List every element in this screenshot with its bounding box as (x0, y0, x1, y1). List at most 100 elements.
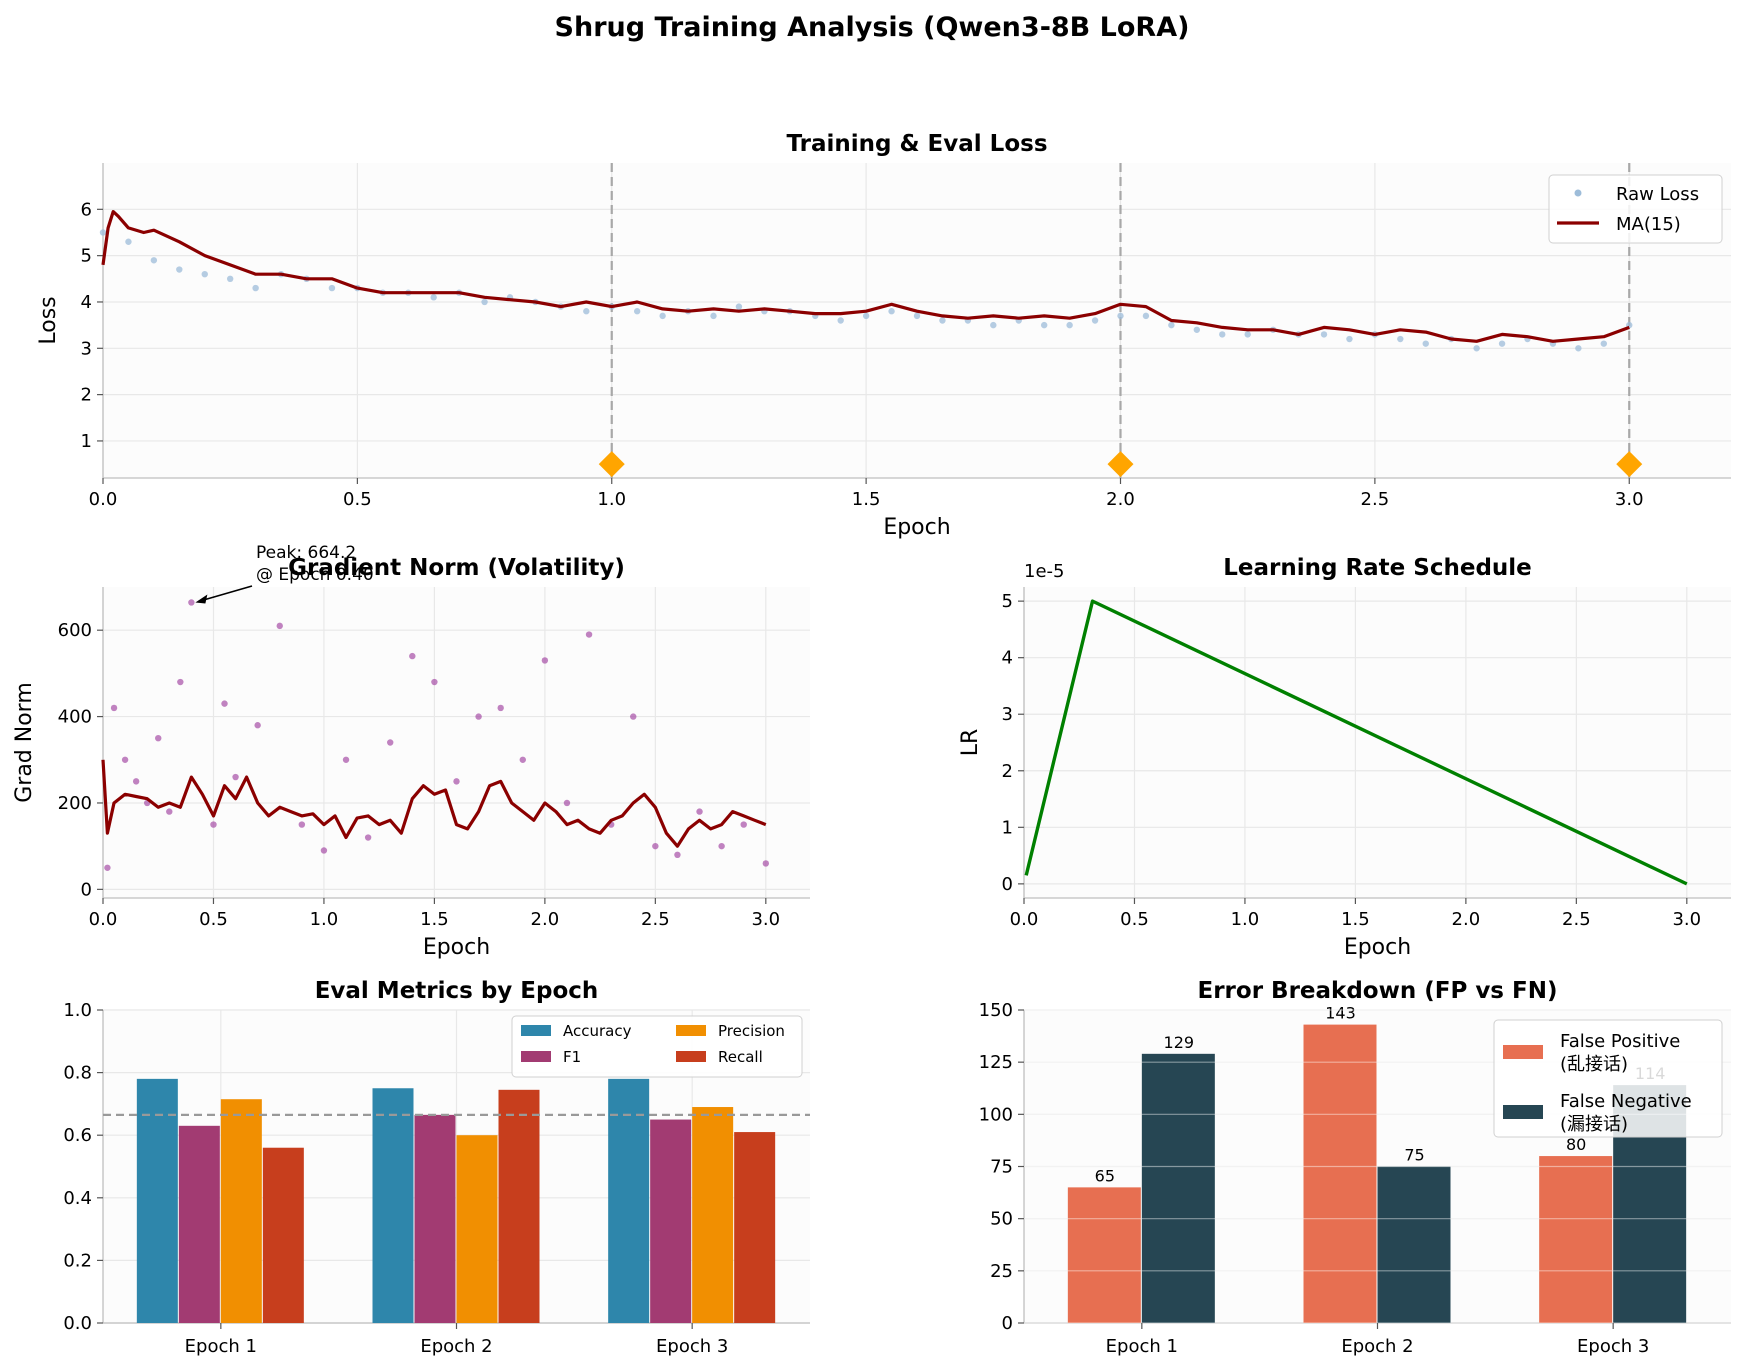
x-tick-label: 0.5 (343, 489, 372, 510)
grid-lines (102, 587, 810, 898)
x-tick-label: 2.0 (1106, 489, 1135, 510)
chart-title: Error Breakdown (FP vs FN) (1198, 978, 1558, 1004)
bar-false-positive (1303, 1024, 1377, 1323)
grad-norm-point (718, 842, 725, 850)
y-tick-label: 100 (979, 1104, 1013, 1125)
bar-value-label: 75 (1404, 1146, 1424, 1165)
raw-loss-point (99, 229, 107, 236)
bar-precision (220, 1099, 262, 1323)
legend-swatch-false-positive (1503, 1045, 1543, 1059)
grad-norm-point (298, 821, 306, 828)
legend-label-recall: Recall (718, 1048, 763, 1066)
chart-3: Eval Metrics by Epoch 0.0 0.2 0.4 0.6 0.8 1.0 E… (63, 978, 810, 1357)
legend-box (1493, 1019, 1723, 1138)
grad-norm-point (475, 713, 482, 720)
plot-area (103, 587, 810, 898)
raw-loss-point (125, 238, 132, 245)
grad-norm-point (121, 756, 129, 763)
bar-accuracy (608, 1078, 650, 1323)
ma-line (101, 210, 1630, 343)
y-axis-label: LR (958, 729, 983, 757)
y-tick-label: 150 (979, 1000, 1013, 1021)
raw-loss-point (735, 303, 743, 310)
chart-0: Training & Eval Loss 1 2 3 4 5 6 0.0 0.5 1.0 1.5 2.… (36, 131, 1731, 540)
grad-norm-point (541, 657, 549, 664)
annotation-arrowhead (195, 594, 208, 604)
lr-line (1024, 599, 1688, 886)
bar-recall (498, 1089, 540, 1323)
bar-value-label: 129 (1164, 1033, 1195, 1052)
bar-recall (734, 1132, 776, 1323)
y-tick-label: 5 (1002, 591, 1013, 612)
y-tick-label: 200 (58, 793, 92, 814)
x-tick-label: Epoch 1 (1106, 1336, 1178, 1357)
grad-norm-point (254, 722, 261, 729)
bar-f1 (650, 1119, 692, 1323)
raw-loss-point (1346, 335, 1353, 343)
y-tick-label: 2 (81, 385, 92, 406)
x-tick-label: 0.0 (89, 909, 118, 930)
chart-4: Error Breakdown (FP vs FN) 0 25 50 75 100 125 1… (979, 978, 1731, 1357)
grad-norm-point (585, 631, 593, 638)
legend-swatch-false-negative (1503, 1105, 1543, 1119)
x-tick-label: 3.0 (1615, 489, 1644, 510)
legend-box (1548, 174, 1723, 244)
raw-loss-point (328, 284, 336, 292)
x-tick-label: Epoch 3 (656, 1336, 728, 1357)
grad-norm-point (320, 847, 328, 854)
grad-norm-point (519, 756, 526, 763)
x-tick-label: 3.0 (1672, 909, 1701, 930)
grad-norm-point (453, 778, 460, 785)
plot-area (103, 163, 1731, 478)
bar-recall (262, 1147, 304, 1323)
y-tick-label: 5 (81, 246, 92, 267)
y-axis-label: Loss (36, 296, 61, 344)
x-tick-label: 0.0 (1010, 909, 1039, 930)
x-tick-label: 1.0 (597, 489, 626, 510)
y-tick-label: 6 (81, 199, 92, 220)
legend-sublabel-false-positive: (乱接话) (1560, 1054, 1628, 1075)
legend-label-false-positive: False Positive (1560, 1031, 1680, 1052)
y-tick-label: 0 (1002, 874, 1013, 895)
raw-loss-point (1168, 321, 1175, 329)
grad-norm-point (104, 864, 111, 871)
bar-f1 (178, 1125, 220, 1323)
x-tick-label: 1.5 (420, 909, 449, 930)
bar-value-label: 65 (1095, 1166, 1115, 1185)
grad-norm-point (696, 808, 703, 815)
legend-label-f1: F1 (563, 1048, 581, 1066)
grad-norm-point (387, 739, 394, 746)
raw-loss-point (430, 294, 437, 301)
figure-title: Shrug Training Analysis (Qwen3-8B LoRA) (554, 12, 1190, 43)
x-tick-label: 0.0 (89, 489, 118, 510)
raw-loss-point (913, 312, 921, 320)
legend-label-raw-loss: Raw Loss (1616, 184, 1699, 205)
grid-lines (102, 163, 1731, 478)
y-tick-label: 50 (990, 1209, 1013, 1230)
legend-label-ma: MA(15) (1616, 214, 1681, 235)
raw-loss-point (990, 321, 997, 329)
eval-marker (598, 451, 625, 478)
bar-false-negative (1141, 1053, 1215, 1323)
y-offset-text: 1e-5 (1024, 561, 1064, 582)
grad-norm-point (674, 851, 681, 859)
bar-precision (456, 1135, 498, 1323)
y-tick-label: 4 (81, 292, 92, 313)
grad-norm-point (740, 821, 747, 828)
legend-swatch-precision (676, 1025, 706, 1036)
annotation-arrow (198, 585, 253, 603)
raw-loss-point (1117, 312, 1124, 320)
legend-sublabel-false-negative: (漏接话) (1560, 1114, 1628, 1135)
grad-norm-point (630, 713, 637, 720)
y-axis-label: Grad Norm (12, 682, 37, 803)
raw-loss-point (862, 312, 870, 320)
raw-loss-point (1422, 340, 1429, 347)
y-tick-label: 0 (81, 879, 92, 900)
y-tick-label: 0.0 (63, 1313, 92, 1334)
legend-box (511, 1015, 803, 1078)
plot-area (1024, 587, 1731, 898)
x-tick-label: 3.0 (751, 909, 780, 930)
raw-loss-point (659, 312, 666, 320)
grad-norm-point (177, 678, 184, 686)
raw-loss-point (1244, 331, 1251, 338)
